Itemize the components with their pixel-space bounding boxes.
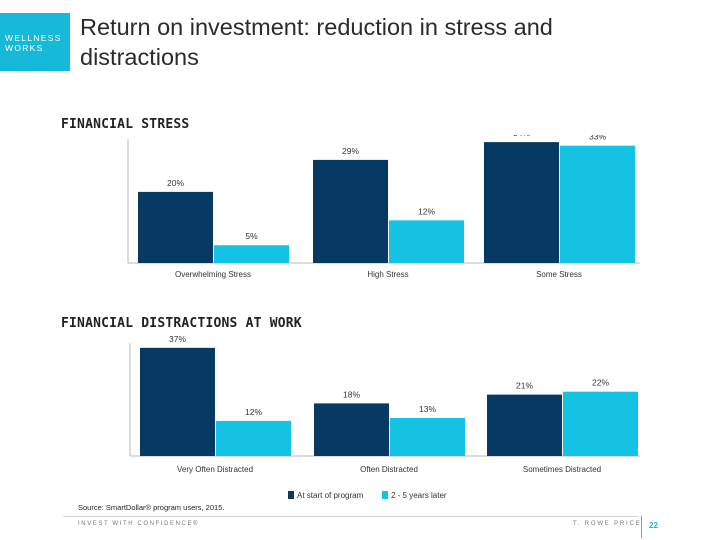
legend-label-start: At start of program [297, 491, 364, 500]
bar-later-2 [390, 418, 465, 456]
legend-swatch-later [382, 491, 388, 499]
bar-later-3 [563, 391, 638, 456]
category-label-3: Sometimes Distracted [523, 465, 601, 474]
financial-stress-chart: 20% 5% Overwhelming Stress 29% 12% High Stres… [127, 135, 640, 279]
chart-2-title: FINANCIAL DISTRACTIONS AT WORK [61, 316, 302, 331]
slide-title: Return on investment: reduction in stres… [80, 14, 553, 70]
bar-start-1 [140, 347, 215, 456]
bar-later-1 [216, 420, 291, 456]
bar-start-2 [314, 403, 389, 456]
category-label-1: Overwhelming Stress [175, 270, 251, 279]
bar-later-3 [560, 145, 635, 263]
data-label-start-3: 34% [513, 135, 530, 138]
wellness-works-badge: WELLNESS WORKS [0, 13, 70, 71]
data-label-later-2: 13% [419, 404, 436, 414]
bar-start-3 [484, 142, 559, 263]
data-label-start-2: 29% [342, 146, 359, 156]
bar-later-1 [214, 245, 289, 263]
chart-1-title: FINANCIAL STRESS [61, 117, 190, 132]
data-label-later-3: 22% [592, 378, 609, 388]
footer-brand: T. ROWE PRICE [573, 521, 642, 527]
bar-start-2 [313, 159, 388, 263]
data-label-start-3: 21% [516, 381, 533, 391]
category-label-1: Very Often Distracted [177, 465, 253, 474]
footer-divider [641, 516, 642, 538]
legend-swatch-start [288, 491, 294, 499]
legend-label-later: 2 - 5 years later [391, 491, 447, 500]
footer-tagline: INVEST WITH CONFIDENCE® [78, 521, 200, 527]
legend-item-later: 2 - 5 years later [382, 491, 447, 500]
page-number: 22 [649, 521, 658, 530]
financial-distractions-chart: 37% 12% Very Often Distracted 18% 13% Often D… [129, 335, 640, 474]
category-label-2: Often Distracted [360, 465, 418, 474]
data-label-later-1: 12% [245, 407, 262, 417]
source-note: Source: SmartDollar® program users, 2015… [78, 503, 225, 512]
bar-start-1 [138, 191, 213, 263]
category-label-2: High Stress [367, 270, 408, 279]
footer-rule [63, 516, 638, 517]
bar-start-3 [487, 394, 562, 456]
data-label-start-1: 20% [167, 178, 184, 188]
legend-item-start: At start of program [288, 491, 363, 500]
bar-later-2 [389, 220, 464, 263]
badge-line-1: WELLNESS [5, 33, 62, 43]
data-label-start-1: 37% [169, 335, 186, 344]
badge-line-2: WORKS [5, 43, 44, 53]
data-label-later-3: 33% [589, 135, 606, 142]
data-label-later-2: 12% [418, 206, 435, 216]
data-label-start-2: 18% [343, 389, 360, 399]
category-label-3: Some Stress [536, 270, 582, 279]
data-label-later-1: 5% [245, 231, 258, 241]
